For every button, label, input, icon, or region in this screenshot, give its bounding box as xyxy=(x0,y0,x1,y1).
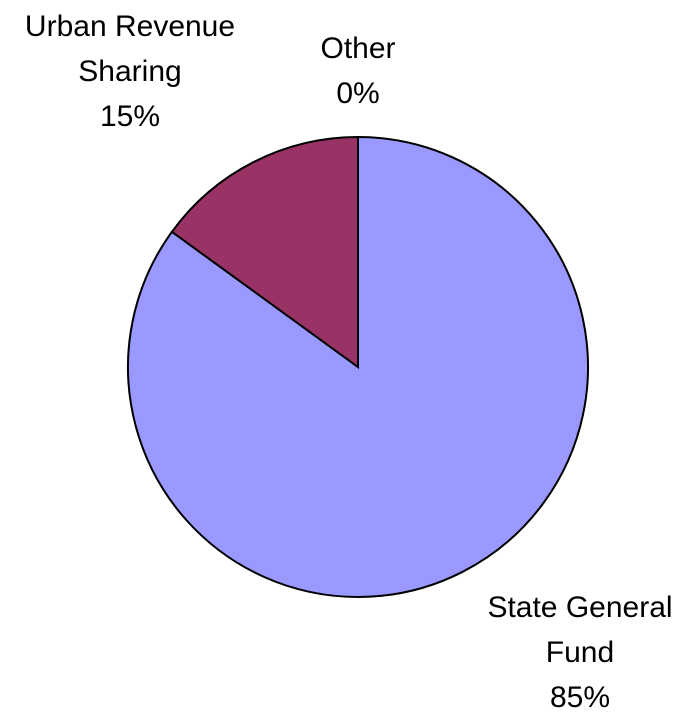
slice-label: Other 0% xyxy=(298,26,418,116)
slice-category-label: Other xyxy=(320,32,396,65)
slice-value-label: 15% xyxy=(99,100,161,133)
slice-category-label: Urban Revenue Sharing xyxy=(24,10,236,88)
pie-slice xyxy=(170,135,359,369)
slice-label: Urban Revenue Sharing 15% xyxy=(10,4,250,139)
slice-label: State General Fund 85% xyxy=(465,585,692,717)
slice-category-label: State General Fund xyxy=(487,591,673,669)
slice-value-label: 85% xyxy=(549,681,611,714)
slice-value-label: 0% xyxy=(336,77,380,110)
